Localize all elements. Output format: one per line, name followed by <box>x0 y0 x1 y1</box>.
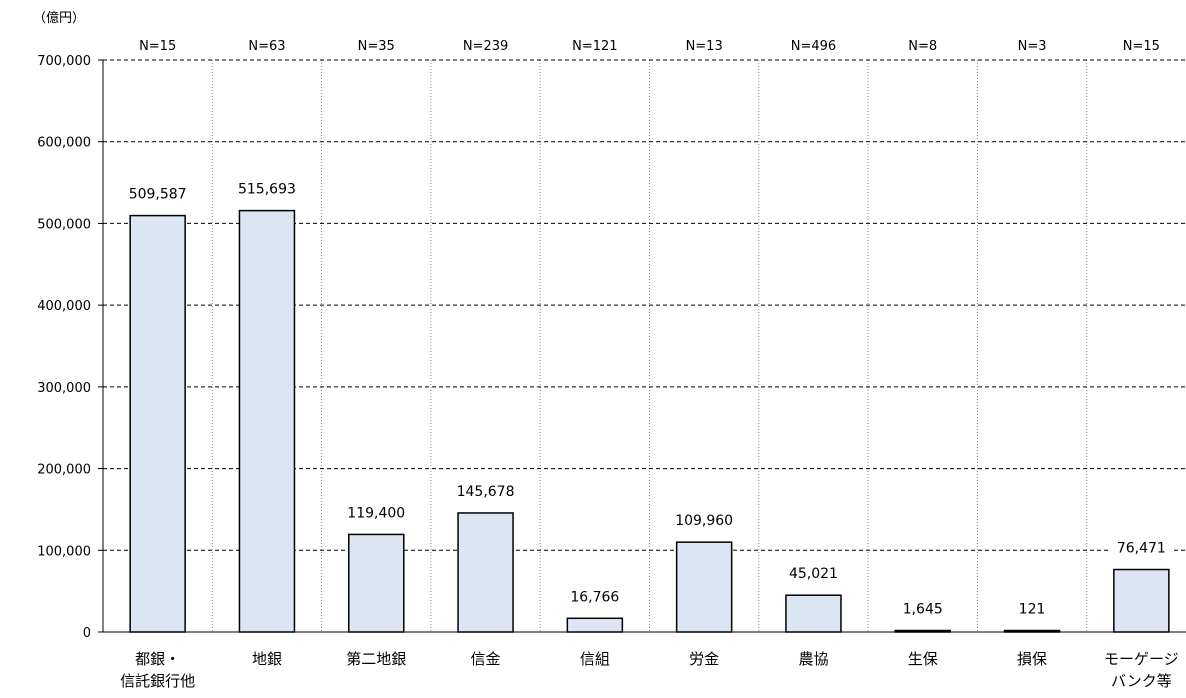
value-label-bg <box>344 502 409 523</box>
y-tick-label: 700,000 <box>37 54 91 69</box>
bar <box>785 594 842 633</box>
n-label: N=496 <box>791 39 836 54</box>
n-label: N=8 <box>908 39 937 54</box>
bar <box>894 629 951 633</box>
value-label: 119,400 <box>347 505 405 521</box>
bar <box>457 512 514 633</box>
y-axis-unit-label: （億円） <box>33 10 85 26</box>
bar <box>1003 629 1061 633</box>
value-label-bg <box>234 178 299 199</box>
category-label: 損保 <box>1017 650 1047 668</box>
bar <box>238 209 296 633</box>
y-tick-label: 100,000 <box>37 544 91 559</box>
n-label: N=35 <box>358 39 395 54</box>
n-label: N=15 <box>139 39 176 54</box>
value-label: 16,766 <box>570 589 619 605</box>
category-label: バンク等 <box>1111 672 1172 690</box>
category-label: 信組 <box>580 650 610 668</box>
value-label: 109,960 <box>675 513 733 529</box>
category-label: 信金 <box>471 650 501 668</box>
value-label: 1,645 <box>903 602 943 618</box>
category-label: 都銀・ <box>135 650 180 668</box>
value-label-bg <box>1000 598 1065 619</box>
y-tick-label: 200,000 <box>37 463 91 478</box>
value-label: 515,693 <box>238 182 296 198</box>
n-label: N=121 <box>572 39 617 54</box>
gridlines <box>103 59 1186 632</box>
n-label: N=239 <box>463 39 508 54</box>
category-label: 農協 <box>798 650 828 668</box>
category-label: 地銀 <box>252 650 282 668</box>
value-label-bg <box>890 598 955 619</box>
labels: 509,587 N=15 都銀・信託銀行他 515,693 N=63 地銀 119,400 N… <box>120 39 1179 690</box>
bar <box>675 541 733 633</box>
value-label: 45,021 <box>789 566 838 582</box>
y-tick-label: 0 <box>83 626 91 641</box>
value-label: 509,587 <box>129 187 187 203</box>
n-label: N=63 <box>248 39 285 54</box>
bar <box>348 533 405 633</box>
value-label: 76,471 <box>1117 541 1166 557</box>
value-label-bg <box>781 563 846 584</box>
n-label: N=15 <box>1123 39 1160 54</box>
bar <box>1113 568 1170 633</box>
y-tick-label: 600,000 <box>37 136 91 151</box>
value-label-bg <box>1109 537 1174 558</box>
category-label: 信託銀行他 <box>120 672 195 690</box>
category-label: モーゲージ <box>1104 650 1179 668</box>
value-label-bg <box>562 586 627 607</box>
bars <box>129 209 1170 633</box>
y-tick-label: 500,000 <box>37 217 91 232</box>
category-label: 労金 <box>689 650 719 668</box>
value-label: 145,678 <box>457 484 515 500</box>
y-tick-label: 400,000 <box>37 299 91 314</box>
n-label: N=3 <box>1018 39 1047 54</box>
category-label: 生保 <box>908 650 938 668</box>
value-label-bg <box>453 480 518 501</box>
value-label-bg <box>125 183 190 204</box>
y-tick-label: 300,000 <box>37 381 91 396</box>
value-label-bg <box>672 510 737 531</box>
value-label: 121 <box>1019 602 1046 618</box>
bar <box>566 617 624 633</box>
category-label: 第二地銀 <box>346 650 406 668</box>
bar <box>129 214 186 633</box>
n-label: N=13 <box>686 39 723 54</box>
